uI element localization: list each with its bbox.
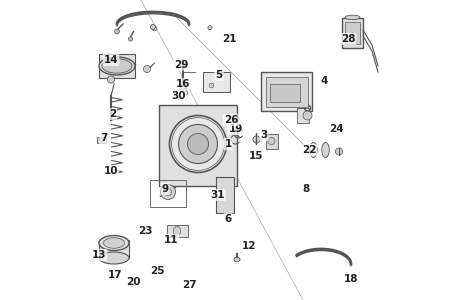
Circle shape: [128, 37, 133, 41]
Text: 7: 7: [100, 133, 107, 143]
Text: 31: 31: [210, 190, 225, 200]
Ellipse shape: [345, 15, 360, 20]
Text: 23: 23: [138, 226, 153, 236]
Text: 30: 30: [171, 91, 186, 101]
Bar: [150, 180, 186, 207]
Ellipse shape: [102, 59, 132, 73]
Circle shape: [179, 124, 218, 164]
Text: 4: 4: [320, 76, 328, 86]
Circle shape: [181, 85, 185, 89]
Circle shape: [108, 76, 115, 83]
Text: 26: 26: [224, 115, 238, 125]
Polygon shape: [159, 105, 237, 186]
Text: 15: 15: [249, 151, 264, 161]
Circle shape: [336, 148, 343, 155]
Text: 10: 10: [104, 166, 118, 176]
Bar: [342, 18, 363, 48]
Bar: [168, 114, 228, 174]
Text: 5: 5: [215, 70, 223, 80]
Text: 8: 8: [302, 184, 310, 194]
Text: 18: 18: [344, 274, 358, 284]
Bar: [99, 54, 135, 78]
Text: 3: 3: [260, 130, 268, 140]
Text: 16: 16: [176, 79, 190, 89]
Circle shape: [208, 26, 212, 30]
Ellipse shape: [310, 142, 317, 158]
Text: 6: 6: [224, 214, 232, 224]
Text: 28: 28: [341, 34, 355, 44]
Text: 27: 27: [182, 280, 196, 290]
Text: 29: 29: [174, 59, 189, 70]
Text: 12: 12: [242, 241, 256, 251]
Text: 17: 17: [108, 269, 123, 280]
Bar: [202, 72, 229, 92]
Text: 22: 22: [302, 145, 316, 155]
Text: 25: 25: [150, 266, 165, 277]
Circle shape: [268, 137, 275, 145]
Circle shape: [144, 65, 151, 73]
Circle shape: [164, 188, 172, 196]
Text: 21: 21: [222, 34, 237, 44]
Ellipse shape: [103, 238, 125, 248]
Bar: [297, 108, 309, 123]
Text: 20: 20: [126, 277, 141, 287]
Text: 19: 19: [228, 124, 243, 134]
Text: 9: 9: [162, 184, 169, 194]
Ellipse shape: [99, 252, 129, 264]
Circle shape: [188, 134, 209, 154]
Circle shape: [253, 136, 260, 143]
Bar: [98, 136, 107, 142]
Circle shape: [151, 25, 155, 29]
Ellipse shape: [322, 142, 329, 158]
Circle shape: [115, 29, 119, 34]
Bar: [265, 76, 308, 106]
Circle shape: [161, 184, 175, 200]
Text: 2: 2: [109, 109, 116, 119]
Ellipse shape: [234, 257, 240, 262]
Ellipse shape: [99, 236, 129, 250]
Text: 13: 13: [92, 250, 106, 260]
Ellipse shape: [99, 57, 135, 75]
Circle shape: [184, 91, 188, 95]
Bar: [99, 240, 129, 258]
Circle shape: [170, 116, 227, 172]
Bar: [345, 22, 360, 44]
Text: 1: 1: [224, 139, 232, 149]
Bar: [166, 225, 188, 237]
Ellipse shape: [173, 226, 181, 236]
Circle shape: [152, 26, 157, 31]
Text: 11: 11: [164, 235, 178, 245]
Text: 24: 24: [328, 124, 343, 134]
Bar: [261, 72, 312, 111]
Circle shape: [100, 137, 104, 142]
Circle shape: [209, 83, 214, 88]
Bar: [216, 177, 234, 213]
Circle shape: [303, 111, 312, 120]
Text: 14: 14: [104, 55, 118, 65]
Bar: [265, 134, 277, 148]
Bar: [270, 84, 300, 102]
